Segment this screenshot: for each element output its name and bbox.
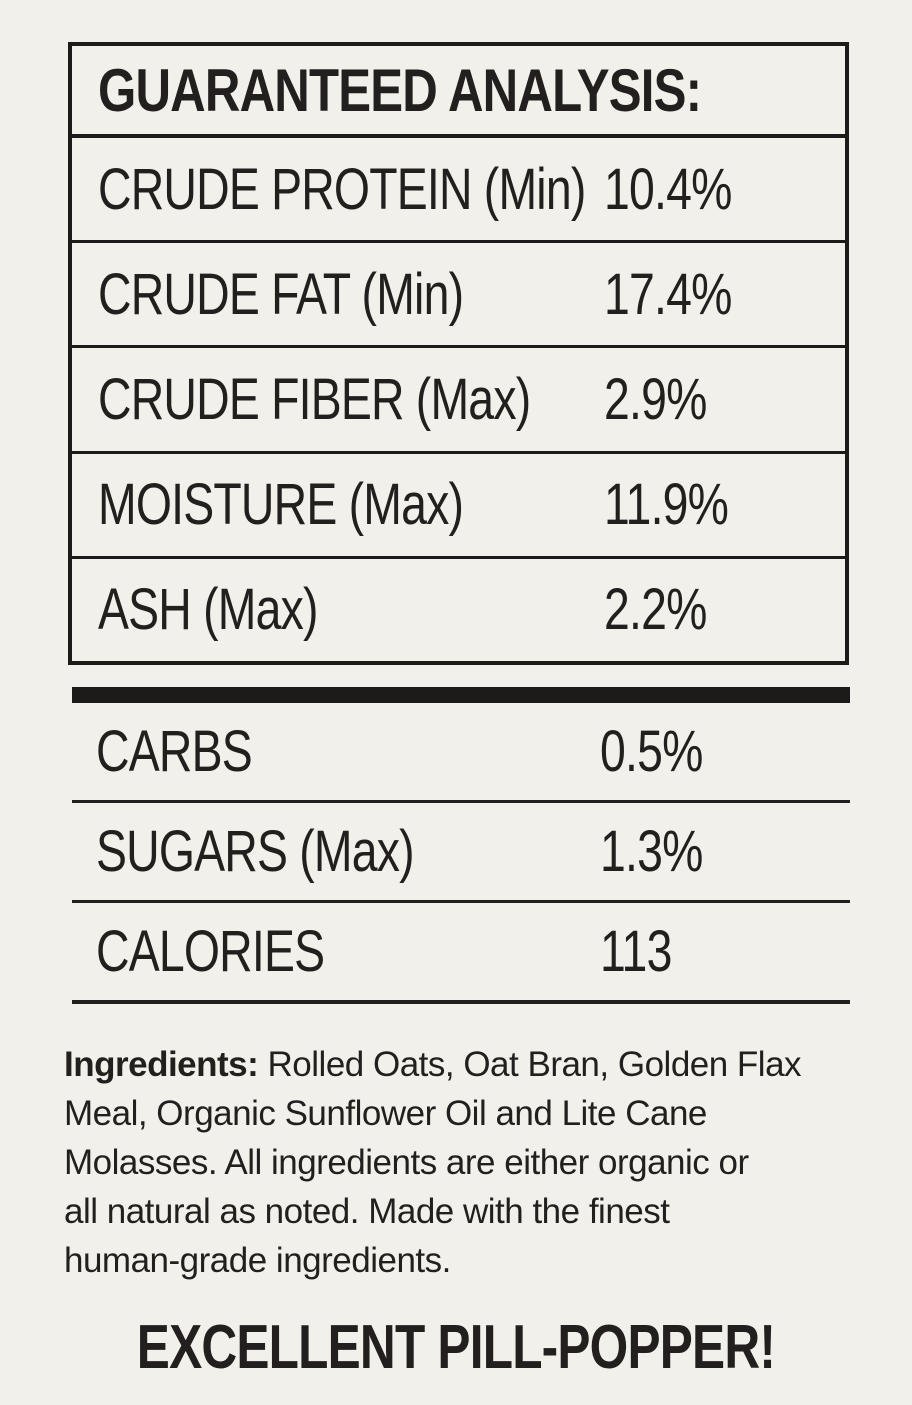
table-row-ash: ASH (Max) 2.2% bbox=[72, 559, 845, 661]
fact-row-carbs: CARBS 0.5% bbox=[72, 703, 850, 803]
footer-tagline-text: EXCELLENT PILL-POPPER! bbox=[136, 1313, 776, 1382]
row-value: 10.4% bbox=[604, 156, 732, 222]
fact-row-sugars: SUGARS (Max) 1.3% bbox=[72, 803, 850, 903]
additional-facts-section: CARBS 0.5% SUGARS (Max) 1.3% CALORIES 11… bbox=[72, 687, 850, 1004]
row-value: 113 bbox=[600, 919, 672, 984]
row-value: 2.9% bbox=[604, 367, 707, 432]
ingredients-line-2: Meal, Organic Sunflower Oil and Lite Can… bbox=[64, 1094, 707, 1133]
row-label: SUGARS (Max) bbox=[96, 819, 415, 884]
row-value: 0.5% bbox=[600, 719, 703, 784]
ingredients-line-1: Ingredients: Rolled Oats, Oat Bran, Gold… bbox=[64, 1040, 864, 1089]
ingredients-line-4: all natural as noted. Made with the fine… bbox=[64, 1192, 670, 1231]
fact-row-calories: CALORIES 113 bbox=[72, 903, 850, 1004]
table-row-crude-fiber: CRUDE FIBER (Max) 2.9% bbox=[72, 348, 845, 454]
section-divider-bar bbox=[72, 687, 850, 703]
guaranteed-analysis-header: GUARANTEED ANALYSIS: bbox=[72, 46, 845, 138]
footer-tagline: EXCELLENT PILL-POPPER! bbox=[0, 1312, 912, 1383]
row-value: 17.4% bbox=[604, 261, 732, 327]
table-row-moisture: MOISTURE (Max) 11.9% bbox=[72, 454, 845, 559]
row-label: CARBS bbox=[96, 719, 253, 784]
row-label: CALORIES bbox=[96, 919, 325, 984]
row-label: MOISTURE (Max) bbox=[98, 472, 464, 538]
ingredients-paragraph: Ingredients: Rolled Oats, Oat Bran, Gold… bbox=[64, 1040, 864, 1285]
row-label: CRUDE FIBER (Max) bbox=[98, 367, 531, 432]
row-label: CRUDE PROTEIN (Min) bbox=[98, 156, 586, 222]
row-label: ASH (Max) bbox=[98, 577, 318, 643]
row-value: 2.2% bbox=[604, 577, 707, 643]
guaranteed-analysis-title: GUARANTEED ANALYSIS: bbox=[98, 56, 702, 124]
ingredients-line-5: human-grade ingredients. bbox=[64, 1241, 451, 1280]
guaranteed-analysis-table: GUARANTEED ANALYSIS: CRUDE PROTEIN (Min)… bbox=[68, 42, 849, 665]
ingredients-line-1-text: Rolled Oats, Oat Bran, Golden Flax bbox=[258, 1045, 802, 1084]
table-row-crude-protein: CRUDE PROTEIN (Min) 10.4% bbox=[72, 138, 845, 244]
ingredients-line-3: Molasses. All ingredients are either org… bbox=[64, 1143, 749, 1182]
row-label: CRUDE FAT (Min) bbox=[98, 261, 464, 327]
row-value: 1.3% bbox=[600, 819, 703, 884]
ingredients-label: Ingredients: bbox=[64, 1045, 259, 1084]
table-row-crude-fat: CRUDE FAT (Min) 17.4% bbox=[72, 243, 845, 349]
row-value: 11.9% bbox=[604, 472, 729, 538]
